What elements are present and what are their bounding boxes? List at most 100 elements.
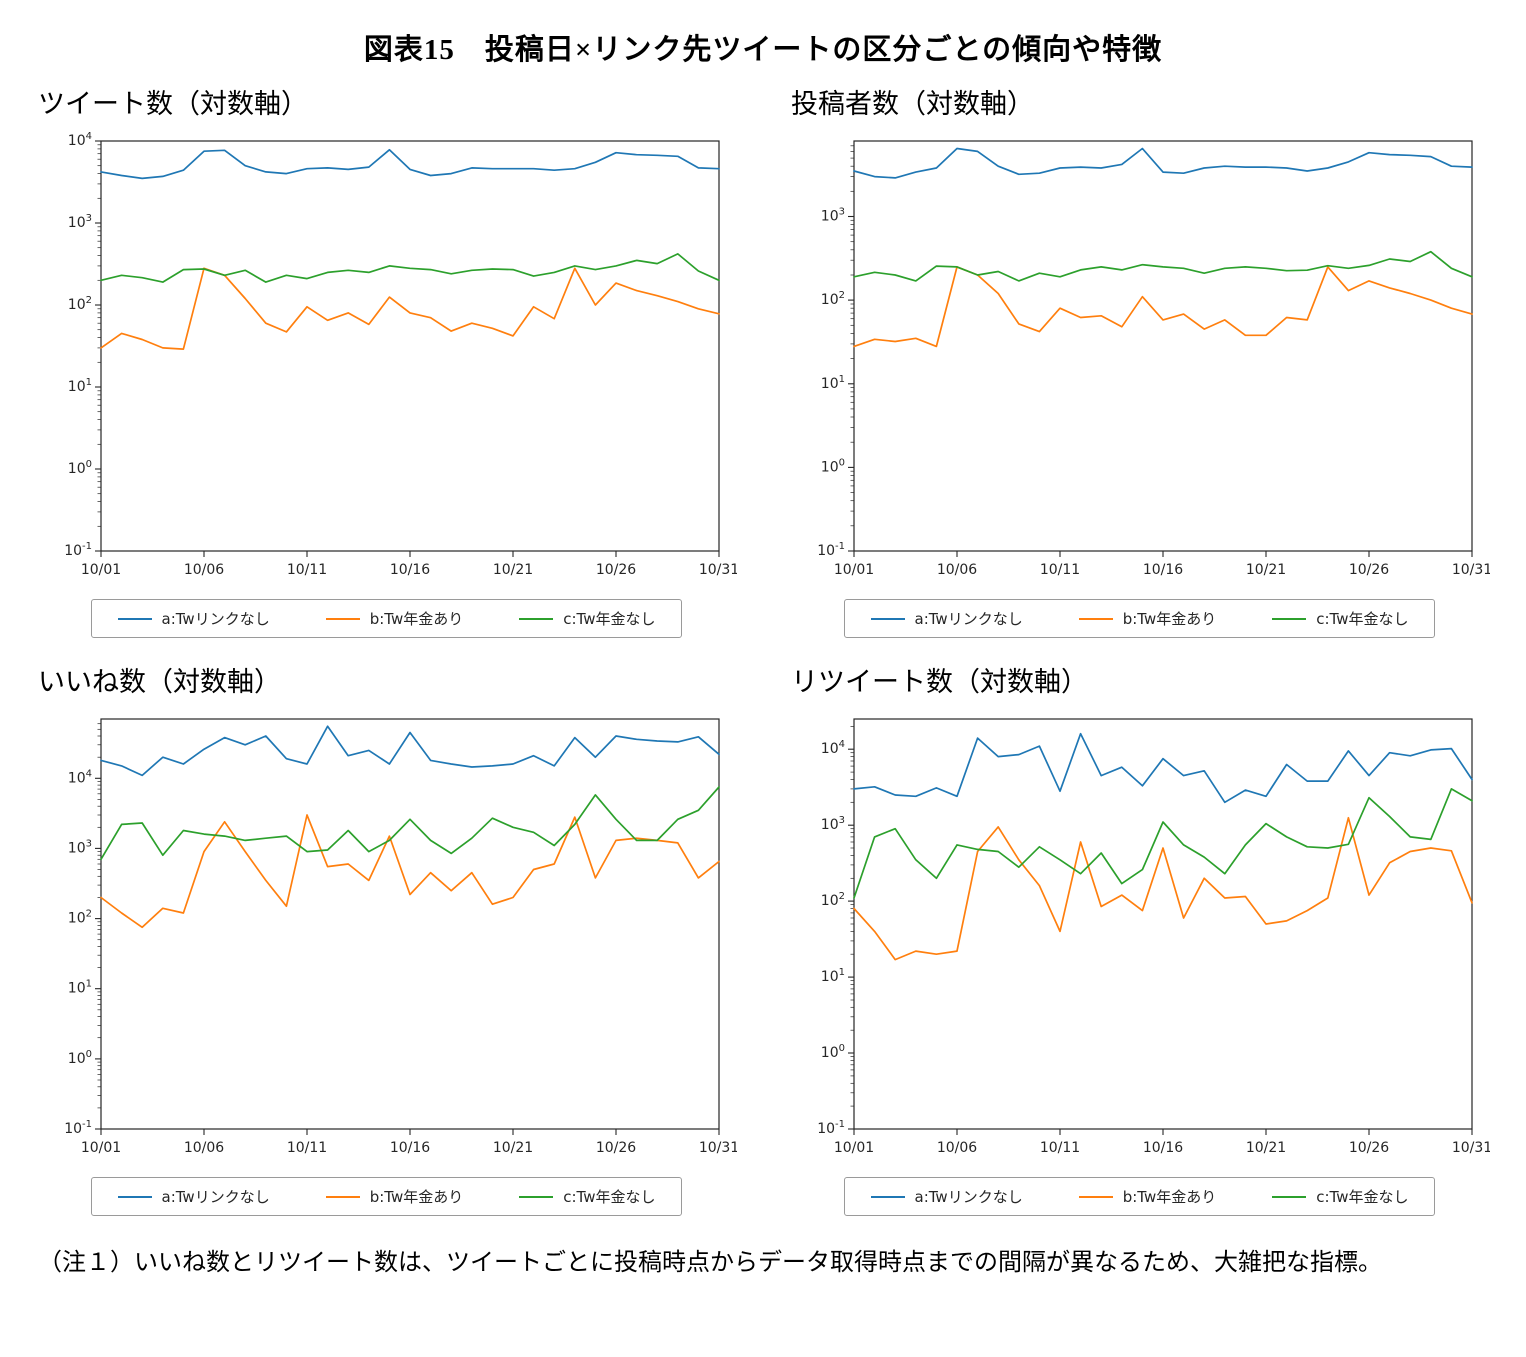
- svg-text:10/21: 10/21: [492, 1140, 532, 1156]
- svg-text:10/11: 10/11: [1039, 562, 1079, 578]
- chart-block-retweets: リツイート数（対数軸） 10-1 100 101 102 103 104 10/01 10/0…: [781, 656, 1498, 1216]
- svg-text:10/01: 10/01: [833, 1140, 873, 1156]
- svg-text:102: 102: [820, 891, 844, 909]
- legend-label-a: a:Twリンクなし: [161, 610, 270, 628]
- svg-text:10-1: 10-1: [817, 1119, 845, 1137]
- line-chart-posters: 10-1 100 101 102 103 10/01 10/06 10/11 10/16 10/2…: [817, 140, 1490, 578]
- chart-block-tweets: ツイート数（対数軸） 10-1 100 101 102 103 104 10/01 10/06…: [28, 78, 745, 638]
- legend-item-b: b:Tw年金あり: [1078, 608, 1217, 629]
- legend-line-icon-c: [519, 617, 554, 620]
- svg-text:10/31: 10/31: [698, 562, 736, 578]
- legend-line-icon-a: [870, 617, 905, 620]
- svg-text:10-1: 10-1: [64, 1119, 92, 1137]
- svg-text:100: 100: [67, 1049, 91, 1067]
- legend-item-c: c:Tw年金なし: [1272, 1186, 1408, 1207]
- figure-note: （注１）いいね数とリツイート数は、ツイートごとに投稿時点からデータ取得時点までの…: [38, 1250, 1382, 1276]
- svg-text:102: 102: [67, 295, 91, 313]
- legend-line-icon-b: [325, 617, 360, 620]
- figure-title: 図表15 投稿日×リンク先ツイートの区分ごとの傾向や特徴: [363, 34, 1163, 66]
- svg-text:10/31: 10/31: [1451, 1140, 1489, 1156]
- svg-text:101: 101: [820, 374, 844, 392]
- svg-text:103: 103: [67, 213, 91, 231]
- svg-text:102: 102: [67, 909, 91, 927]
- legend-label-b: b:Tw年金あり: [369, 610, 464, 628]
- legend-label-b: b:Tw年金あり: [1122, 610, 1217, 628]
- legend-line-icon-b: [1078, 1195, 1113, 1198]
- svg-text:10/01: 10/01: [80, 1140, 120, 1156]
- svg-text:102: 102: [820, 290, 844, 308]
- svg-text:10/16: 10/16: [389, 562, 429, 578]
- svg-text:104: 104: [67, 131, 91, 149]
- legend-label-a: a:Twリンクなし: [914, 610, 1023, 628]
- svg-text:10/11: 10/11: [286, 1140, 326, 1156]
- chart-title-tweets: ツイート数（対数軸）: [38, 89, 308, 119]
- legend-box: a:Twリンクなし b:Tw年金あり c:Tw年金なし: [90, 1177, 683, 1216]
- legend-item-a: a:Twリンクなし: [870, 608, 1023, 629]
- svg-text:100: 100: [67, 459, 91, 477]
- legend-label-a: a:Twリンクなし: [161, 1188, 270, 1206]
- legend-item-a: a:Twリンクなし: [117, 608, 270, 629]
- svg-text:10/26: 10/26: [595, 562, 635, 578]
- svg-text:10-1: 10-1: [817, 541, 845, 559]
- svg-text:10/01: 10/01: [80, 562, 120, 578]
- svg-text:104: 104: [820, 739, 844, 757]
- svg-text:100: 100: [820, 457, 844, 475]
- legend-item-c: c:Tw年金なし: [519, 1186, 655, 1207]
- legend-item-a: a:Twリンクなし: [117, 1186, 270, 1207]
- svg-text:10/01: 10/01: [833, 562, 873, 578]
- svg-text:10/06: 10/06: [183, 562, 223, 578]
- legend-line-icon-b: [325, 1195, 360, 1198]
- svg-text:103: 103: [820, 815, 844, 833]
- legend-item-a: a:Twリンクなし: [870, 1186, 1023, 1207]
- legend-box: a:Twリンクなし b:Tw年金あり c:Tw年金なし: [843, 599, 1436, 638]
- svg-text:10/16: 10/16: [1142, 1140, 1182, 1156]
- legend-box: a:Twリンクなし b:Tw年金あり c:Tw年金なし: [843, 1177, 1436, 1216]
- svg-text:10/21: 10/21: [1245, 562, 1285, 578]
- line-chart-retweets: 10-1 100 101 102 103 104 10/01 10/06 10/11 10/16 1…: [817, 718, 1490, 1156]
- svg-text:100: 100: [820, 1043, 844, 1061]
- line-chart-tweets: 10-1 100 101 102 103 104 10/01 10/06 10/11 10/16 1…: [64, 131, 737, 578]
- line-chart-likes: 10-1 100 101 102 103 104 10/01 10/06 10/11 10/16 1…: [64, 718, 737, 1156]
- legend-line-icon-a: [117, 1195, 152, 1198]
- svg-text:101: 101: [67, 979, 91, 997]
- svg-text:10/06: 10/06: [936, 1140, 976, 1156]
- svg-text:10/26: 10/26: [595, 1140, 635, 1156]
- svg-text:10/26: 10/26: [1348, 562, 1388, 578]
- svg-text:10/06: 10/06: [936, 562, 976, 578]
- legend-label-c: c:Tw年金なし: [563, 1188, 656, 1206]
- legend-item-b: b:Tw年金あり: [325, 1186, 463, 1207]
- svg-text:10/26: 10/26: [1348, 1140, 1388, 1156]
- svg-text:104: 104: [67, 768, 91, 786]
- legend-label-c: c:Tw年金なし: [563, 610, 656, 628]
- svg-text:10/21: 10/21: [1245, 1140, 1285, 1156]
- legend-item-b: b:Tw年金あり: [1078, 1186, 1217, 1207]
- legend-label-c: c:Tw年金なし: [1316, 1188, 1409, 1206]
- legend-line-icon-c: [1272, 617, 1307, 620]
- legend-box: a:Twリンクなし b:Tw年金あり c:Tw年金なし: [90, 599, 683, 638]
- svg-text:10/06: 10/06: [183, 1140, 223, 1156]
- legend-item-c: c:Tw年金なし: [519, 608, 655, 629]
- charts-grid: ツイート数（対数軸） 10-1 100 101 102 103 104 10/01 10/06…: [0, 78, 1526, 1216]
- legend-line-icon-a: [870, 1195, 905, 1198]
- svg-text:101: 101: [67, 377, 91, 395]
- legend-line-icon-c: [1272, 1195, 1307, 1198]
- chart-block-likes: いいね数（対数軸） 10-1 100 101 102 103 104 10/01 10/06 1…: [28, 656, 745, 1216]
- svg-text:10/21: 10/21: [492, 562, 532, 578]
- legend-item-b: b:Tw年金あり: [325, 608, 464, 629]
- svg-text:103: 103: [67, 838, 91, 856]
- svg-text:10/11: 10/11: [1039, 1140, 1079, 1156]
- svg-text:10/31: 10/31: [698, 1140, 736, 1156]
- chart-title-posters: 投稿者数（対数軸）: [791, 89, 1034, 119]
- svg-text:103: 103: [820, 207, 844, 225]
- legend-label-c: c:Tw年金なし: [1316, 610, 1409, 628]
- legend-label-b: b:Tw年金あり: [1122, 1188, 1217, 1206]
- legend-label-a: a:Twリンクなし: [914, 1188, 1023, 1206]
- svg-text:10/16: 10/16: [389, 1140, 429, 1156]
- chart-block-posters: 投稿者数（対数軸） 10-1 100 101 102 103 10/01 10/06 10/1…: [781, 78, 1498, 638]
- svg-text:10-1: 10-1: [64, 541, 92, 559]
- legend-line-icon-b: [1078, 617, 1113, 620]
- legend-line-icon-a: [117, 617, 152, 620]
- legend-item-c: c:Tw年金なし: [1272, 608, 1408, 629]
- svg-text:10/11: 10/11: [286, 562, 326, 578]
- svg-text:101: 101: [820, 967, 844, 985]
